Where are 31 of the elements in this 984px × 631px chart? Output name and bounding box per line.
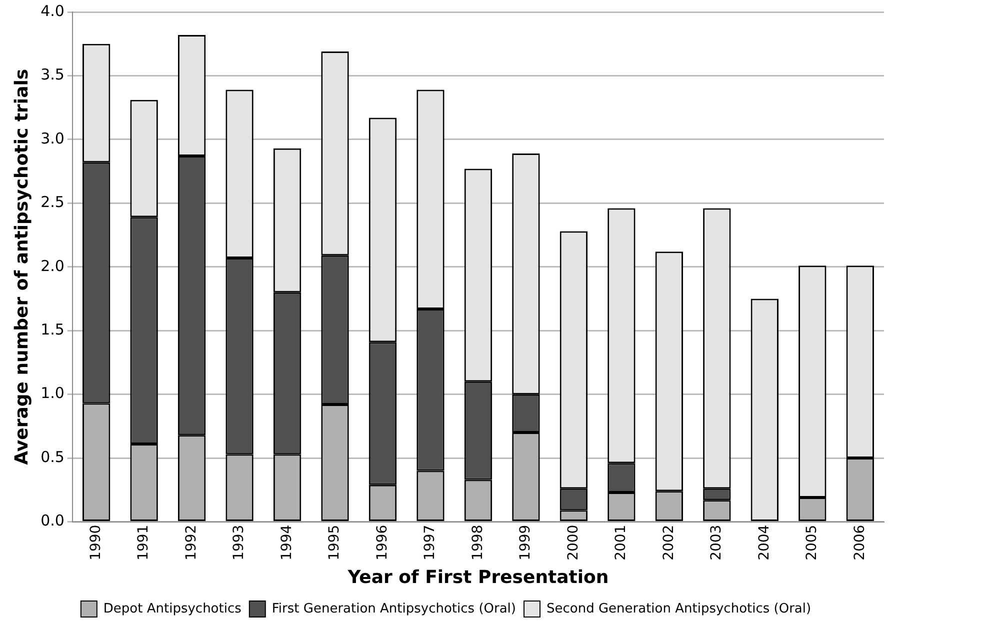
x-tick-label: 1998 (470, 524, 486, 560)
x-tick-label: 2000 (565, 524, 582, 560)
y-tick-label: 2.0 (40, 256, 64, 275)
legend-label: Second Generation Antipsychotics (Oral) (546, 601, 812, 616)
y-tick-label: 0.0 (40, 512, 64, 530)
x-tick-label: 1995 (326, 524, 343, 560)
x-tick-label: 1994 (278, 524, 295, 560)
x-tick-label: 2006 (852, 524, 868, 560)
y-tick-label: 4.0 (40, 2, 64, 20)
y-axis-title: Average number of antipsychotic trials (11, 68, 32, 465)
y-tick-label: 3.5 (40, 66, 64, 84)
y-tick-label: 2.5 (40, 193, 64, 212)
x-axis-title: Year of First Presentation (346, 566, 609, 588)
x-tick-label: 1996 (374, 524, 390, 560)
x-tick-label: 1999 (518, 524, 534, 560)
y-tick-label: 3.0 (40, 129, 64, 148)
x-tick-label: 2002 (660, 524, 677, 560)
x-tick-label: 2003 (708, 524, 725, 560)
y-tick-label: 1.0 (40, 384, 64, 402)
x-tick-label: 1993 (231, 524, 248, 560)
x-tick-label: 2001 (613, 524, 630, 560)
legend-label: First Generation Antipsychotics (Oral) (272, 601, 516, 616)
x-tick-label: 2005 (804, 524, 820, 560)
y-tick-label: 1.5 (40, 320, 64, 338)
y-tick-label: 0.5 (40, 448, 64, 466)
legend-label: Depot Antipsychotics (103, 601, 242, 616)
x-tick-label: 1992 (183, 524, 200, 560)
x-tick-label: 1997 (422, 524, 438, 560)
x-tick-label: 1991 (136, 524, 152, 560)
x-tick-label: 2004 (756, 524, 772, 560)
x-tick-label: 1990 (88, 524, 104, 560)
